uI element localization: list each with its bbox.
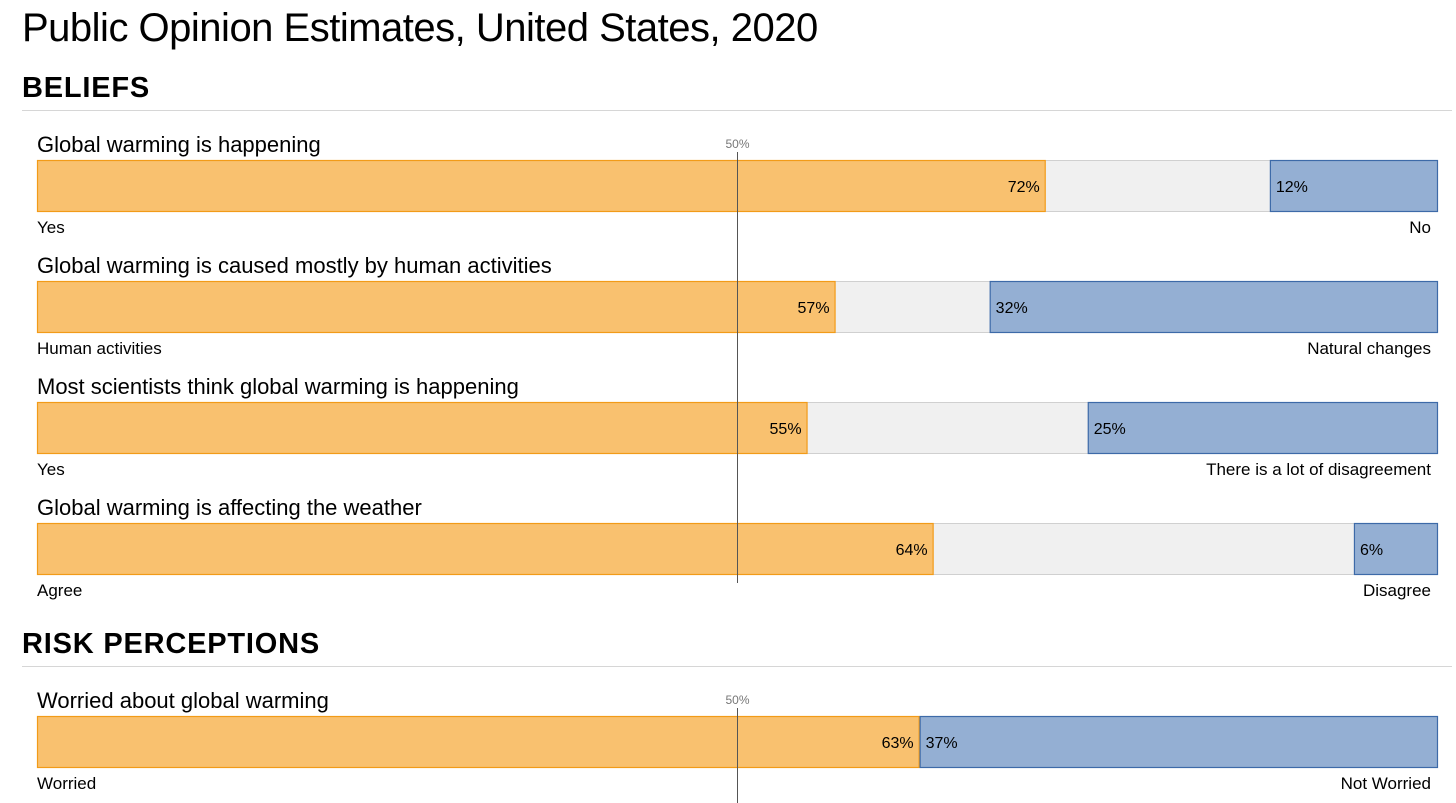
row-global-warming-is-happening-right-value-label: 12% <box>1276 179 1308 196</box>
row-global-warming-is-caused-mostly-by-human-activities-right-category-label: Natural changes <box>1307 339 1431 358</box>
row-most-scientists-think-global-warming-is-happening-right-value-label: 25% <box>1094 421 1126 438</box>
row-worried-about-global-warming-right-category-label: Not Worried <box>1341 774 1431 793</box>
row-global-warming-is-caused-mostly-by-human-activities-left-bar <box>36 280 836 334</box>
row-most-scientists-think-global-warming-is-happening-left-bar <box>36 401 808 455</box>
row-global-warming-is-affecting-the-weather-right-value-label: 6% <box>1360 542 1383 559</box>
row-most-scientists-think-global-warming-is-happening-right-category-label: There is a lot of disagreement <box>1206 460 1431 479</box>
row-global-warming-is-affecting-the-weather-left-bar <box>36 522 934 576</box>
reference-line-label-section-1: 50% <box>725 693 749 707</box>
row-global-warming-is-caused-mostly-by-human-activities-question: Global warming is caused mostly by human… <box>37 253 552 278</box>
section-rule-beliefs <box>22 110 1452 111</box>
row-most-scientists-think-global-warming-is-happening-question: Most scientists think global warming is … <box>37 374 519 399</box>
row-global-warming-is-happening-right-bar <box>1269 159 1439 213</box>
row-global-warming-is-affecting-the-weather-left-value-label: 64% <box>896 542 928 559</box>
row-global-warming-is-happening-question: Global warming is happening <box>37 132 321 157</box>
row-global-warming-is-happening-left-value-label: 72% <box>1008 179 1040 196</box>
page-title: Public Opinion Estimates, United States,… <box>22 6 818 50</box>
row-global-warming-is-affecting-the-weather-right-bar <box>1353 522 1439 576</box>
section-heading-risk-perceptions: RISK PERCEPTIONS <box>22 628 321 660</box>
row-global-warming-is-affecting-the-weather-right-category-label: Disagree <box>1363 581 1431 600</box>
row-most-scientists-think-global-warming-is-happening-left-category-label: Yes <box>37 460 65 479</box>
row-most-scientists-think-global-warming-is-happening-right-bar <box>1087 401 1439 455</box>
row-global-warming-is-affecting-the-weather-left-category-label: Agree <box>37 581 82 600</box>
section-heading-beliefs: BELIEFS <box>22 72 151 104</box>
row-global-warming-is-caused-mostly-by-human-activities-left-value-label: 57% <box>798 300 830 317</box>
row-global-warming-is-caused-mostly-by-human-activities-left-category-label: Human activities <box>37 339 162 358</box>
row-worried-about-global-warming-right-value-label: 37% <box>926 735 958 752</box>
reference-line-label-section-0: 50% <box>725 137 749 151</box>
row-most-scientists-think-global-warming-is-happening-left-value-label: 55% <box>770 421 802 438</box>
row-global-warming-is-caused-mostly-by-human-activities-right-value-label: 32% <box>996 300 1028 317</box>
section-rule-risk-perceptions <box>22 666 1452 667</box>
row-worried-about-global-warming-left-bar <box>36 715 920 769</box>
row-global-warming-is-caused-mostly-by-human-activities-right-bar <box>989 280 1439 334</box>
row-global-warming-is-happening-left-bar <box>36 159 1046 213</box>
row-global-warming-is-affecting-the-weather-question: Global warming is affecting the weather <box>37 495 422 520</box>
row-worried-about-global-warming-right-bar <box>919 715 1439 769</box>
row-global-warming-is-happening-right-category-label: No <box>1409 218 1431 237</box>
row-global-warming-is-happening-left-category-label: Yes <box>37 218 65 237</box>
row-worried-about-global-warming-left-value-label: 63% <box>882 735 914 752</box>
row-worried-about-global-warming-question: Worried about global warming <box>37 688 329 713</box>
row-worried-about-global-warming-left-category-label: Worried <box>37 774 96 793</box>
